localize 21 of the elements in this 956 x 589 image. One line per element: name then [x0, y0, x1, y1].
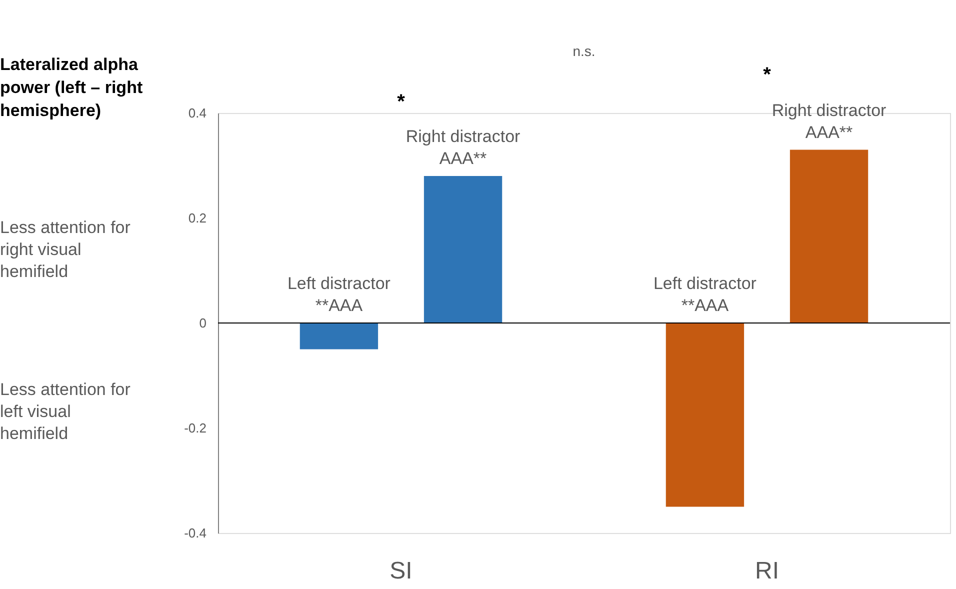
text: Left distractor [653, 274, 756, 293]
data-label: **AAA [315, 296, 364, 315]
y-tick-label: 0.4 [188, 106, 206, 120]
text: * [763, 64, 772, 86]
text: n.s. [572, 43, 596, 59]
y-axis-title: Lateralized alpha power (left – right hemisphere) [0, 55, 143, 120]
text: Less attention for right visual hemifield [0, 218, 131, 281]
text: * [397, 91, 406, 113]
y-tick-label: 0 [199, 316, 206, 330]
text: Less attention for left visual hemifield [0, 380, 131, 443]
text: Right distractor [772, 100, 886, 120]
x-tick-label: SI [390, 558, 412, 584]
y-tick-label: 0.2 [188, 210, 206, 226]
series-label: Left distractor [287, 274, 391, 293]
data-label: **AAA [681, 296, 730, 315]
text: Right distractor [406, 127, 521, 146]
x-tick-label: RI [755, 558, 779, 584]
data-label: AAA** [439, 149, 488, 168]
data-label: AAA** [805, 122, 854, 142]
y-tick-label: -0.2 [184, 420, 206, 436]
y-tick-label: -0.4 [184, 526, 206, 540]
